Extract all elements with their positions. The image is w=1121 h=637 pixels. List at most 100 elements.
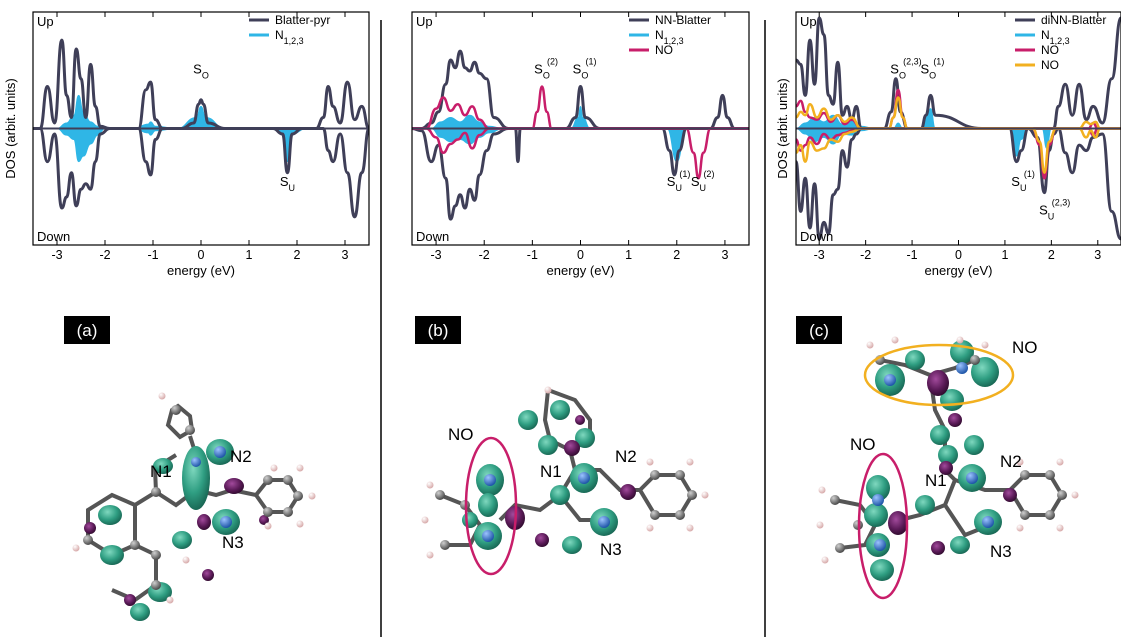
orbital-lobe bbox=[938, 445, 958, 465]
atom-c bbox=[1045, 510, 1055, 520]
atom-h bbox=[816, 521, 824, 529]
annotation-subscript: O bbox=[929, 70, 936, 80]
atom-h bbox=[1016, 524, 1024, 532]
legend-subscript: 1,2,3 bbox=[284, 36, 304, 46]
atom-n bbox=[884, 374, 896, 386]
atom-h bbox=[264, 522, 272, 530]
atom-n bbox=[872, 494, 884, 506]
atom-h bbox=[296, 464, 304, 472]
spin-down-label: Down bbox=[800, 229, 833, 244]
annotation-subscript: U bbox=[1048, 212, 1055, 222]
orbital-lobe bbox=[130, 603, 150, 621]
orbital-lobe bbox=[564, 440, 580, 456]
atom-c bbox=[440, 540, 450, 550]
orbital-lobe bbox=[153, 458, 173, 474]
annotation-subscript: O bbox=[581, 70, 588, 80]
atom-c bbox=[435, 490, 445, 500]
atom-n bbox=[578, 472, 590, 484]
annotation-subscript: U bbox=[1020, 183, 1027, 193]
orbital-lobe bbox=[948, 413, 962, 427]
dos-line-down bbox=[412, 127, 749, 180]
orbital-lobe bbox=[182, 446, 210, 510]
legend-subscript: 1,2,3 bbox=[664, 36, 684, 46]
x-tick-label: -3 bbox=[814, 248, 825, 262]
legend-entry: NO bbox=[1041, 58, 1059, 72]
molecule-label: N3 bbox=[222, 533, 244, 552]
annotation-subscript: U bbox=[700, 183, 707, 193]
atom-c bbox=[83, 535, 93, 545]
x-tick-label: -2 bbox=[860, 248, 871, 262]
x-tick-label: 3 bbox=[1094, 248, 1101, 262]
orbital-lobe bbox=[124, 594, 136, 606]
orbital-lobe bbox=[197, 514, 211, 530]
panel-label-b: (b) bbox=[415, 316, 461, 344]
orbital-lobe bbox=[927, 370, 949, 396]
atom-c bbox=[650, 470, 660, 480]
atom-h bbox=[891, 336, 899, 344]
molecule-label: NO bbox=[1012, 338, 1038, 357]
atom-c bbox=[283, 475, 293, 485]
x-tick-label: 1 bbox=[1001, 248, 1008, 262]
orbital-lobe bbox=[1003, 488, 1017, 502]
atom-h bbox=[686, 458, 694, 466]
orbital-lobe bbox=[98, 505, 122, 525]
atom-h bbox=[866, 341, 874, 349]
annotation-superscript: (1) bbox=[1024, 169, 1035, 179]
x-tick-label: 1 bbox=[246, 248, 253, 262]
x-tick-label: -1 bbox=[907, 248, 918, 262]
molecule-label: N3 bbox=[600, 540, 622, 559]
molecule-label: N3 bbox=[990, 542, 1012, 561]
orbital-lobe bbox=[518, 410, 538, 430]
dos-fill-down bbox=[33, 128, 369, 163]
molecule-label: N1 bbox=[925, 471, 947, 490]
panel-label-text: (c) bbox=[809, 321, 829, 340]
atom-h bbox=[158, 392, 166, 400]
atom-h bbox=[426, 551, 434, 559]
atom-c bbox=[151, 487, 161, 497]
atom-h bbox=[821, 556, 829, 564]
annotation-subscript: U bbox=[288, 183, 295, 193]
spin-down-label: Down bbox=[416, 229, 449, 244]
atom-c bbox=[830, 495, 840, 505]
atom-c bbox=[650, 510, 660, 520]
x-axis-label: energy (eV) bbox=[167, 263, 235, 278]
x-tick-label: 3 bbox=[342, 248, 349, 262]
annotation-superscript: (1) bbox=[933, 56, 944, 66]
orbital-lobe bbox=[864, 503, 888, 527]
molecule-label: N1 bbox=[540, 462, 562, 481]
annotation-subscript: O bbox=[543, 70, 550, 80]
x-tick-label: 0 bbox=[198, 248, 205, 262]
spin-up-label: Up bbox=[800, 14, 817, 29]
orbital-lobe bbox=[224, 478, 244, 494]
atom-n bbox=[214, 446, 226, 458]
annotation-subscript: O bbox=[202, 70, 209, 80]
molecule-b: NO N1 N2 N3 bbox=[421, 386, 709, 576]
no-group-highlight bbox=[857, 452, 909, 600]
molecule-a: N1 N2 N3 bbox=[72, 392, 316, 621]
atom-h bbox=[421, 516, 429, 524]
atom-c bbox=[171, 405, 181, 415]
atom-n bbox=[191, 457, 201, 467]
atom-n bbox=[982, 516, 994, 528]
orbital-lobe bbox=[971, 357, 999, 387]
orbital-lobe bbox=[202, 569, 214, 581]
atom-h bbox=[1056, 458, 1064, 466]
annotation-subscript: U bbox=[675, 183, 682, 193]
atom-h bbox=[1016, 458, 1024, 466]
dos-line-up bbox=[796, 16, 1121, 131]
atom-c bbox=[675, 470, 685, 480]
panel-label-text: (a) bbox=[77, 321, 98, 340]
orbital-lobe bbox=[535, 533, 549, 547]
orbital-lobe bbox=[939, 461, 953, 475]
x-tick-label: 1 bbox=[625, 248, 632, 262]
atom-h bbox=[1056, 524, 1064, 532]
atom-c bbox=[130, 540, 140, 550]
orbital-lobe bbox=[100, 545, 124, 565]
dos-chart-c: -3 -2 -1 0 1 2 3 energy (eV) DOS (arbit. units) U… bbox=[775, 11, 1121, 278]
atom-c bbox=[1020, 510, 1030, 520]
atom-c bbox=[1020, 470, 1030, 480]
x-tick-label: -2 bbox=[479, 248, 490, 262]
atom-h bbox=[981, 341, 989, 349]
